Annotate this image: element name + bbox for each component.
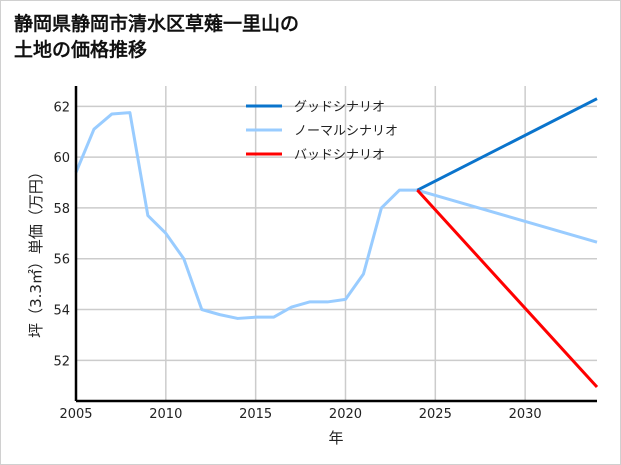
x-tick-label: 2020 [329,407,362,422]
y-axis-label: 坪（3.3㎡）単価（万円） [27,164,45,338]
legend-label: ノーマルシナリオ [294,124,398,139]
chart-title-line-2: 土地の価格推移 [14,39,148,61]
legend-label: グッドシナリオ [294,100,385,115]
y-tick-label: 54 [53,304,70,319]
x-tick-label: 2030 [509,407,542,422]
series-line-0 [416,97,598,192]
x-tick-label: 2025 [419,407,452,422]
chart-title-line-1: 静岡県静岡市清水区草薙一里山の [14,13,300,35]
x-tick-label: 2005 [59,407,92,422]
y-tick-label: 56 [53,253,70,268]
legend-label: バッドシナリオ [294,148,385,163]
y-tick-label: 58 [53,202,70,217]
y-tick-label: 60 [53,151,70,166]
y-tick-label: 62 [53,100,70,115]
x-tick-label: 2010 [149,407,182,422]
x-tick-label: 2015 [239,407,272,422]
x-axis-label: 年 [328,429,343,447]
series-line-1 [74,111,598,320]
chart-title: 静岡県静岡市清水区草薙一里山の 土地の価格推移 [14,11,434,63]
series-line-2 [416,189,599,389]
y-tick-label: 52 [53,354,70,369]
